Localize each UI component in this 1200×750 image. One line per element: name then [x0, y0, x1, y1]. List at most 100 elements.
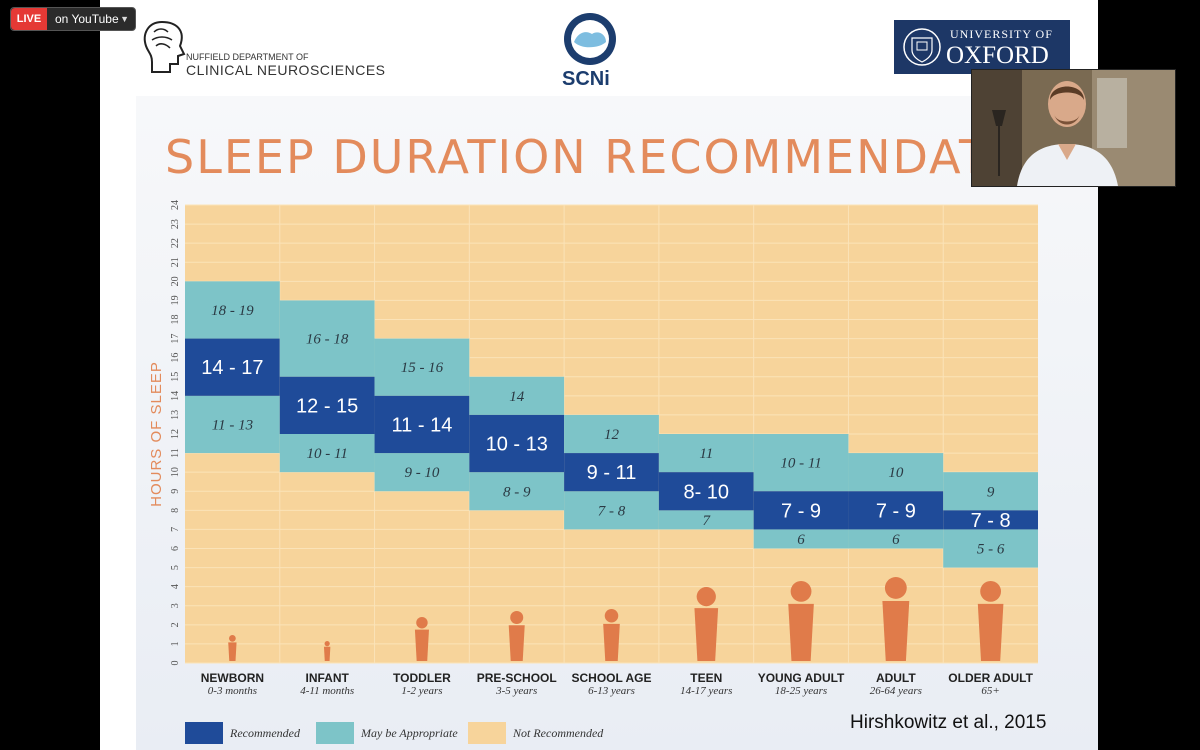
may-appropriate-low-bar: [943, 529, 1038, 568]
person-silhouette-head: [884, 577, 907, 599]
may-appropriate-high-bar: [564, 414, 659, 454]
may-high-label: 11: [699, 446, 713, 462]
may-low-label: 7 - 8: [598, 503, 626, 519]
y-tick-label: 9: [170, 489, 181, 494]
person-silhouette-head: [790, 581, 812, 602]
recommended-bar: [658, 472, 754, 511]
may-high-label: 14: [509, 389, 525, 405]
age-range-label: 6-13 years: [588, 685, 635, 697]
y-tick-label: 10: [170, 467, 181, 477]
may-appropriate-high-bar: [753, 434, 849, 492]
recommended-bar: [943, 510, 1038, 530]
recommended-bar: [374, 395, 470, 454]
y-tick-label: 22: [170, 238, 181, 248]
age-range-label: 65+: [981, 685, 999, 697]
age-range-label: 14-17 years: [680, 685, 732, 697]
may-low-label: 7: [703, 513, 712, 529]
ndcn-logo-line1: NUFFIELD DEPARTMENT OF: [186, 52, 309, 62]
webcam-video: [971, 69, 1176, 187]
oxford-line2: OXFORD: [946, 42, 1049, 69]
legend-not-recommended-swatch: [468, 722, 506, 744]
recommended-bar: [564, 453, 659, 492]
y-tick-label: 19: [170, 295, 181, 305]
scni-logo-text: SCNi: [562, 68, 610, 90]
y-axis-label: HOURS OF SLEEP: [148, 361, 165, 507]
recommended-bar: [185, 338, 280, 396]
may-low-label: 10 - 11: [306, 446, 347, 462]
may-appropriate-low-bar: [279, 434, 375, 473]
oxford-logo: UNIVERSITY OF OXFORD: [894, 20, 1070, 74]
y-tick-label: 21: [170, 257, 181, 267]
person-silhouette-head: [510, 611, 524, 624]
recommended-label: 7 - 8: [971, 510, 1011, 532]
age-range-label: 4-11 months: [300, 685, 354, 697]
legend-not-recommended-text: Not Recommended: [512, 726, 604, 740]
age-group-label: TODDLER: [393, 671, 451, 685]
y-tick-label: 4: [170, 584, 181, 589]
may-low-label: 5 - 6: [977, 542, 1005, 558]
recommended-label: 11 - 14: [392, 414, 453, 436]
person-silhouette-body: [977, 603, 1004, 661]
recommended-label: 9 - 11: [587, 462, 637, 484]
person-silhouette-body: [508, 625, 525, 661]
may-high-label: 10 - 11: [780, 456, 821, 472]
person-silhouette-body: [323, 646, 331, 661]
ndcn-logo-line2: CLINICAL NEUROSCIENCES: [186, 62, 386, 78]
y-tick-label: 0: [170, 661, 181, 666]
live-stream-indicator[interactable]: LIVE on YouTube ▼: [10, 7, 136, 31]
may-high-label: 10: [888, 465, 904, 481]
age-group-label: SCHOOL AGE: [571, 671, 651, 685]
may-low-label: 11 - 13: [212, 417, 253, 433]
age-group-label: NEWBORN: [201, 671, 264, 685]
may-appropriate-high-bar: [469, 376, 565, 415]
person-silhouette-body: [788, 603, 814, 661]
citation: Hirshkowitz et al., 2015: [850, 712, 1047, 733]
legend-may-appropriate-text: May be Appropriate: [360, 726, 458, 740]
may-low-label: 6: [892, 532, 900, 548]
y-tick-label: 17: [170, 334, 181, 344]
y-tick-label: 12: [170, 429, 181, 439]
y-tick-label: 5: [170, 565, 181, 570]
chevron-down-icon[interactable]: ▼: [120, 14, 129, 24]
y-tick-label: 13: [170, 410, 181, 420]
age-range-label: 3-5 years: [495, 685, 537, 697]
may-low-label: 6: [797, 532, 805, 548]
recommended-label: 12 - 15: [296, 395, 358, 417]
age-range-label: 1-2 years: [401, 685, 442, 697]
age-range-label: 18-25 years: [775, 685, 827, 697]
age-range-label: 0-3 months: [208, 685, 257, 697]
may-appropriate-low-bar: [658, 510, 754, 530]
recommended-label: 14 - 17: [201, 357, 263, 379]
y-tick-label: 6: [170, 546, 181, 551]
y-tick-label: 15: [170, 372, 181, 382]
may-appropriate-high-bar: [943, 472, 1038, 511]
legend-recommended-swatch: [185, 722, 223, 744]
may-appropriate-low-bar: [848, 529, 944, 549]
y-tick-label: 20: [170, 276, 181, 286]
may-high-label: 12: [604, 427, 620, 443]
recommended-label: 8- 10: [683, 481, 729, 503]
y-tick-label: 3: [170, 603, 181, 608]
person-silhouette-body: [882, 601, 910, 661]
may-high-label: 16 - 18: [306, 332, 349, 348]
age-group-label: YOUNG ADULT: [758, 671, 845, 685]
age-group-label: ADULT: [876, 671, 916, 685]
recommended-bar: [848, 491, 944, 530]
person-silhouette-body: [603, 623, 620, 661]
person-silhouette-head: [324, 641, 330, 647]
slide-title: SLEEP DURATION RECOMMENDATIO: [165, 130, 1043, 184]
y-tick-label: 7: [170, 527, 181, 532]
recommended-label: 7 - 9: [876, 500, 916, 522]
y-tick-label: 2: [170, 622, 181, 627]
y-tick-label: 18: [170, 315, 181, 325]
may-appropriate-low-bar: [753, 529, 849, 549]
may-appropriate-high-bar: [658, 434, 754, 473]
may-appropriate-high-bar: [185, 281, 280, 339]
age-group-label: TEEN: [690, 671, 722, 685]
person-silhouette-body: [694, 608, 719, 661]
may-low-label: 9 - 10: [404, 465, 439, 481]
recommended-bar: [469, 414, 565, 473]
person-silhouette-head: [416, 617, 428, 629]
